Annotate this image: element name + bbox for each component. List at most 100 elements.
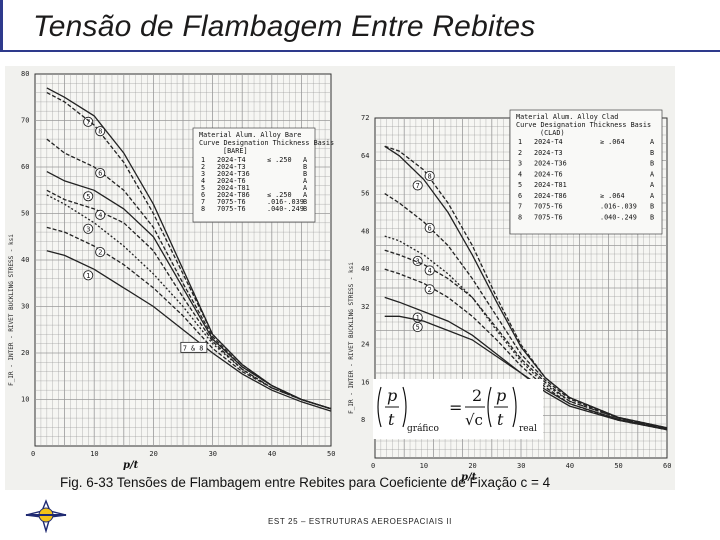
y-tick-label: 56 bbox=[361, 190, 369, 198]
legend-row-curve: 8 bbox=[518, 213, 522, 221]
curve-label-number: 2 bbox=[98, 249, 102, 257]
legend-row-designation: 2024-T81 bbox=[217, 184, 250, 192]
curve-label-number: 5 bbox=[416, 324, 420, 332]
curve-4-chart-1 bbox=[46, 189, 332, 410]
legend-box-2 bbox=[509, 109, 663, 235]
legend-row-thickness: ≤ .250 bbox=[267, 156, 292, 164]
formula-frac-num: 2 bbox=[472, 386, 482, 405]
y-tick-label: 48 bbox=[361, 227, 369, 235]
legend-row-curve: 8 bbox=[201, 205, 205, 213]
curve-1-chart-1 bbox=[46, 250, 332, 412]
legend-row-basis: A bbox=[650, 170, 654, 178]
curve-label-number: 8 bbox=[98, 128, 102, 136]
legend-row-basis: B bbox=[303, 163, 307, 171]
formula-lhs-den: t bbox=[388, 410, 395, 429]
curve-label-marker bbox=[95, 167, 106, 179]
legend-row-designation: 2024-T36 bbox=[534, 160, 567, 168]
legend-row-basis: B bbox=[650, 203, 654, 211]
curve-8-chart-2 bbox=[384, 145, 668, 429]
x-tick-label: 50 bbox=[614, 462, 622, 470]
legend-row-curve: 5 bbox=[201, 184, 205, 192]
legend-row-designation: 2024-T6 bbox=[534, 170, 563, 178]
legend-row-curve: 4 bbox=[201, 177, 205, 185]
y-tick-label: 40 bbox=[361, 265, 369, 273]
legend-box-1 bbox=[192, 127, 316, 223]
curve-7-8-marker-label: 7 & 8 bbox=[183, 344, 203, 352]
curve-label-number: 6 bbox=[428, 224, 432, 232]
legend-row-designation: 7075-T6 bbox=[534, 213, 563, 221]
curve-label-marker bbox=[95, 126, 106, 137]
x-tick-label: 10 bbox=[420, 462, 428, 470]
legend-row-basis: B bbox=[650, 213, 654, 221]
legend-row-curve: 2 bbox=[201, 163, 205, 171]
curve-label-number: 3 bbox=[416, 257, 420, 265]
curve-label-number: 1 bbox=[416, 314, 420, 322]
legend-row-curve: 7 bbox=[518, 203, 522, 211]
curve-label-marker bbox=[83, 223, 94, 234]
legend-row-designation: 7075-T6 bbox=[217, 198, 246, 206]
legend-row-thickness: .040-.249 bbox=[267, 205, 304, 213]
curve-label-number: 7 bbox=[86, 118, 90, 126]
footer-text: EST 25 – ESTRUTURAS AEROESPACIAIS II bbox=[267, 517, 453, 526]
formula-lhs-num: p bbox=[387, 386, 397, 405]
formula-paren bbox=[377, 386, 382, 428]
curve-6-chart-1 bbox=[46, 138, 332, 410]
x-tick-label: 0 bbox=[31, 450, 35, 458]
x-tick-label: 10 bbox=[90, 450, 98, 458]
curve-1-chart-2 bbox=[384, 296, 668, 431]
legend-row-designation: 2024-T4 bbox=[217, 156, 246, 164]
curve-label-marker bbox=[95, 246, 106, 258]
legend-row-designation: 7075-T6 bbox=[534, 203, 563, 211]
formula-box bbox=[373, 379, 543, 439]
legend-row-curve: 7 bbox=[201, 198, 205, 206]
legend-row-basis: B bbox=[650, 149, 654, 157]
legend-row-thickness: .016-.039 bbox=[267, 198, 304, 206]
legend-header: [BARE] bbox=[223, 147, 248, 155]
curve-label-number: 1 bbox=[86, 272, 90, 280]
legend-row-basis: A bbox=[650, 181, 654, 189]
curve-4-chart-2 bbox=[384, 249, 668, 430]
legend-row-basis: B bbox=[650, 160, 654, 168]
formula-frac-den: √c bbox=[465, 411, 483, 429]
y-tick-label: 8 bbox=[361, 416, 365, 424]
legend-row-designation: 2024-T86 bbox=[217, 191, 250, 199]
legend-row-designation: 2024-T3 bbox=[534, 149, 563, 157]
y-tick-label: 32 bbox=[361, 303, 369, 311]
y-tick-label: 70 bbox=[21, 117, 29, 125]
y-tick-label: 20 bbox=[21, 349, 29, 357]
title-accent-bar bbox=[0, 0, 3, 52]
x-tick-label: 0 bbox=[371, 462, 375, 470]
curve-8-chart-1 bbox=[46, 92, 332, 410]
legend-header: (CLAD) bbox=[540, 129, 565, 137]
legend-row-basis: A bbox=[303, 177, 307, 185]
legend-row-designation: 2024-T86 bbox=[534, 192, 567, 200]
legend-row-designation: 2024-T6 bbox=[217, 177, 246, 185]
curve-label-number: 4 bbox=[428, 267, 432, 275]
curve-label-number: 4 bbox=[98, 211, 102, 219]
legend-row-curve: 6 bbox=[518, 192, 522, 200]
curve-label-marker bbox=[412, 322, 423, 333]
y-axis-label: F_IR - INTER - RIVET BUCKLING STRESS - k… bbox=[8, 234, 15, 386]
legend-row-curve: 3 bbox=[201, 170, 205, 178]
x-tick-label: 40 bbox=[566, 462, 574, 470]
legend-row-curve: 2 bbox=[518, 149, 522, 157]
curve-label-marker bbox=[83, 270, 94, 281]
legend-row-curve: 3 bbox=[518, 160, 522, 168]
x-tick-label: 20 bbox=[468, 462, 476, 470]
curve-label-marker bbox=[83, 116, 94, 127]
legend-row-designation: 2024-T3 bbox=[217, 163, 246, 171]
legend-row-thickness: .016-.039 bbox=[600, 203, 637, 211]
y-tick-label: 80 bbox=[21, 70, 29, 78]
formula-equals: = bbox=[449, 398, 462, 417]
legend-row-basis: A bbox=[650, 192, 654, 200]
legend-header: Curve Designation Thickness Basis bbox=[199, 139, 334, 147]
curve-7-chart-1 bbox=[46, 87, 332, 410]
curve-label-marker bbox=[83, 191, 94, 202]
curve-label-marker bbox=[424, 284, 435, 295]
x-axis-label: p/t bbox=[461, 472, 477, 483]
legend-header: Material Alum. Alloy Clad bbox=[516, 113, 618, 121]
x-tick-label: 50 bbox=[327, 450, 335, 458]
curve-5-chart-2 bbox=[384, 315, 668, 430]
legend-header: Material Alum. Alloy Bare bbox=[199, 131, 301, 139]
